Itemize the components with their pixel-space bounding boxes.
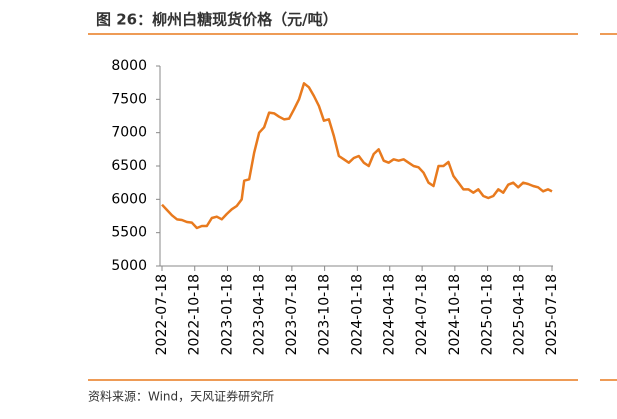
chart-title: 图 26：柳州白糖现货价格（元/吨） — [96, 11, 338, 29]
y-tick-label: 6000 — [111, 191, 147, 207]
y-tick-label: 7500 — [111, 91, 147, 107]
source-note: 资料来源：Wind，天风证券研究所 — [88, 389, 274, 404]
x-tick-label: 2023-07-18 — [284, 274, 300, 355]
x-tick-label: 2024-10-18 — [447, 274, 463, 355]
x-tick-label: 2022-07-18 — [154, 274, 170, 355]
x-tick-label: 2024-07-18 — [414, 274, 430, 355]
x-tick-label: 2023-10-18 — [317, 274, 333, 355]
x-tick-label: 2025-01-18 — [480, 274, 496, 355]
y-tick-label: 6500 — [111, 158, 147, 174]
x-tick-label: 2025-07-18 — [544, 274, 560, 355]
x-tick-label: 2023-01-18 — [219, 274, 235, 355]
x-tick-label: 2023-04-18 — [252, 274, 268, 355]
x-tick-label: 2022-10-18 — [187, 274, 203, 355]
y-tick-label: 5000 — [111, 258, 147, 274]
x-tick-label: 2024-01-18 — [349, 274, 365, 355]
price-line — [161, 82, 553, 230]
y-tick-label: 7000 — [111, 125, 147, 141]
x-tick-label: 2024-04-18 — [382, 274, 398, 355]
y-tick-label: 8000 — [111, 58, 147, 74]
y-tick-label: 5500 — [111, 225, 147, 241]
x-tick-label: 2025-04-18 — [512, 274, 528, 355]
